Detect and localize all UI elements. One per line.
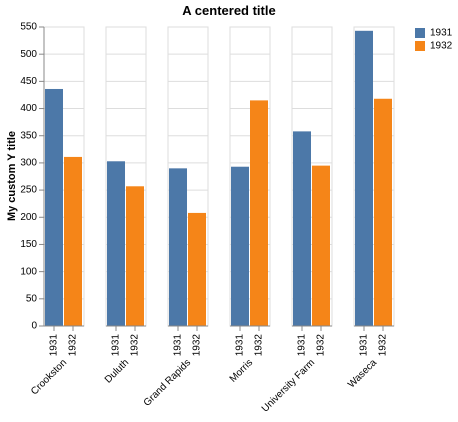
x-tick-label: 1932 — [316, 334, 327, 357]
bar — [374, 98, 392, 326]
bar — [231, 166, 249, 326]
bar — [355, 30, 373, 327]
legend-label: 1931 — [430, 28, 453, 39]
x-tick-label: 1931 — [297, 334, 308, 357]
chart-title: A centered title — [182, 3, 275, 18]
bar — [45, 88, 63, 326]
x-tick-label: 1932 — [130, 334, 141, 357]
legend-swatch — [415, 28, 425, 38]
x-tick-label: 1932 — [68, 334, 79, 357]
y-tick-label: 150 — [20, 239, 37, 250]
facet-label: University Farm — [260, 357, 317, 414]
bar — [293, 131, 311, 326]
x-tick-label: 1931 — [49, 334, 60, 357]
y-tick-label: 0 — [31, 321, 37, 332]
bar — [250, 100, 268, 327]
facet-label: Waseca — [346, 357, 379, 390]
legend-swatch — [415, 41, 425, 51]
facet-label: Morris — [228, 357, 255, 384]
bar — [188, 212, 206, 326]
x-tick-label: 1931 — [111, 334, 122, 357]
y-tick-label: 400 — [20, 103, 37, 114]
facet-label: Duluth — [103, 357, 131, 385]
facet-label: Crookston — [29, 357, 69, 397]
x-tick-label: 1931 — [359, 334, 370, 357]
y-tick-label: 250 — [20, 185, 37, 196]
x-tick-label: 1931 — [235, 334, 246, 357]
x-tick-label: 1932 — [192, 334, 203, 357]
bar — [107, 161, 125, 326]
y-tick-label: 50 — [26, 293, 38, 304]
y-tick-label: 500 — [20, 49, 37, 60]
y-tick-label: 350 — [20, 130, 37, 141]
y-tick-label: 200 — [20, 212, 37, 223]
x-tick-label: 1931 — [173, 334, 184, 357]
bar — [169, 168, 187, 326]
bar — [64, 156, 82, 326]
bar — [126, 186, 144, 326]
y-tick-label: 100 — [20, 266, 37, 277]
facet-label: Grand Rapids — [142, 357, 193, 408]
y-tick-label: 450 — [20, 76, 37, 87]
y-tick-label: 550 — [20, 22, 37, 33]
legend-label: 1932 — [430, 41, 453, 52]
x-tick-label: 1932 — [254, 334, 265, 357]
x-tick-label: 1932 — [378, 334, 389, 357]
y-axis-title: My custom Y title — [6, 131, 18, 221]
bar — [312, 165, 330, 326]
y-tick-label: 300 — [20, 158, 37, 169]
